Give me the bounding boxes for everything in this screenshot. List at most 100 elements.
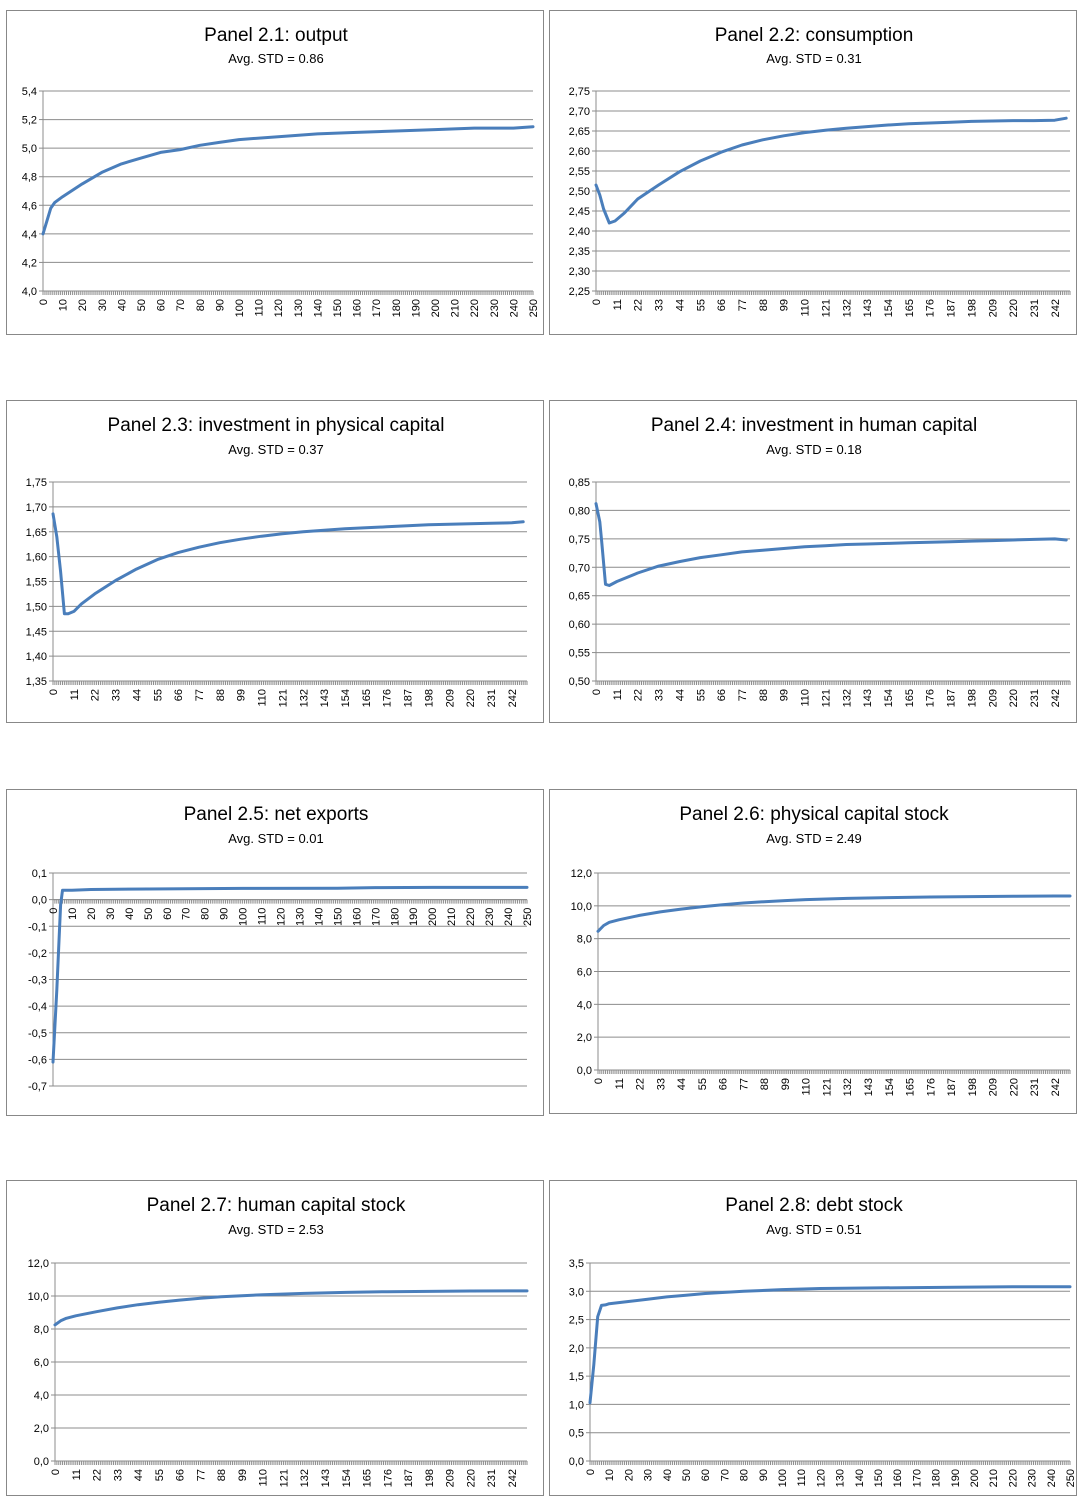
y-tick-label: 5,4 bbox=[22, 86, 37, 98]
x-tick-label: 88 bbox=[759, 1078, 771, 1090]
x-tick-label: 187 bbox=[946, 689, 958, 707]
y-tick-label: 1,50 bbox=[26, 601, 47, 613]
y-tick-label: 2,0 bbox=[577, 1032, 592, 1044]
y-tick-label: 0,0 bbox=[569, 1456, 584, 1468]
y-tick-label: 0,65 bbox=[569, 591, 590, 603]
x-tick-label: 130 bbox=[293, 299, 305, 317]
y-tick-label: 10,0 bbox=[571, 901, 592, 913]
y-tick-label: 1,40 bbox=[26, 651, 47, 663]
x-tick-label: 66 bbox=[175, 1469, 187, 1481]
chart-panel-2-1: Panel 2.1: output Avg. STD = 0.86 4,0 4,2 4,… bbox=[6, 10, 544, 335]
y-tick-label: 5,2 bbox=[22, 115, 37, 127]
x-tick-label: 250 bbox=[528, 299, 540, 317]
chart-subtitle: Avg. STD = 2.53 bbox=[228, 1222, 324, 1237]
y-tick-label: 0,55 bbox=[569, 648, 590, 660]
x-tick-label: 187 bbox=[946, 1078, 958, 1096]
x-tick-label: 170 bbox=[370, 908, 382, 926]
x-tick-label: 160 bbox=[351, 908, 363, 926]
chart-panel-2-5: Panel 2.5: net exports Avg. STD = 0.01 -0,… bbox=[6, 789, 544, 1116]
x-tick-label: 22 bbox=[633, 689, 645, 701]
x-tick-label: 170 bbox=[371, 299, 383, 317]
x-tick-label: 231 bbox=[1029, 299, 1041, 317]
x-tick-label: 70 bbox=[181, 908, 193, 920]
x-tick-label: 209 bbox=[444, 689, 456, 707]
x-tick-label: 110 bbox=[258, 1469, 270, 1487]
series-line bbox=[51, 512, 525, 616]
x-tick-label: 220 bbox=[1008, 1078, 1020, 1096]
y-tick-label: 2,55 bbox=[569, 166, 590, 178]
y-tick-label: 1,65 bbox=[26, 527, 47, 539]
chart-svg: Panel 2.3: investment in physical capita… bbox=[26, 415, 528, 707]
x-tick-label: 121 bbox=[820, 689, 832, 707]
x-tick-label: 77 bbox=[737, 299, 749, 311]
x-tick-label: 220 bbox=[469, 299, 481, 317]
y-tick-label: 2,75 bbox=[569, 86, 590, 98]
x-tick-label: 143 bbox=[862, 689, 874, 707]
y-tick-label: -0,5 bbox=[28, 1028, 47, 1040]
x-tick-label: 44 bbox=[674, 299, 686, 311]
x-tick-label: 140 bbox=[313, 908, 325, 926]
x-tick-label: 242 bbox=[507, 1469, 519, 1487]
x-tick-label: 242 bbox=[1050, 689, 1062, 707]
y-tick-label: 2,70 bbox=[569, 106, 590, 118]
y-tick-label: 0,70 bbox=[569, 562, 590, 574]
x-tick-label: 90 bbox=[219, 908, 231, 920]
x-tick-label: 88 bbox=[216, 1469, 228, 1481]
x-tick-label: 55 bbox=[695, 689, 707, 701]
x-tick-label: 132 bbox=[299, 1469, 311, 1487]
x-tick-label: 165 bbox=[362, 1469, 374, 1487]
x-tick-label: 0 bbox=[593, 1078, 605, 1084]
x-tick-label: 121 bbox=[820, 299, 832, 317]
x-tick-label: 0 bbox=[591, 299, 603, 305]
series-line bbox=[41, 125, 535, 236]
chart-panel-2-4: Panel 2.4: investment in human capital Av… bbox=[549, 400, 1077, 723]
x-tick-label: 198 bbox=[967, 1078, 979, 1096]
x-tick-label: 100 bbox=[777, 1469, 789, 1487]
x-tick-label: 99 bbox=[237, 1469, 249, 1481]
x-tick-label: 20 bbox=[623, 1469, 635, 1481]
x-tick-label: 33 bbox=[112, 1469, 124, 1481]
y-tick-label: 2,35 bbox=[569, 246, 590, 258]
x-tick-label: 33 bbox=[111, 689, 123, 701]
x-tick-label: 55 bbox=[152, 689, 164, 701]
x-tick-label: 180 bbox=[391, 299, 403, 317]
x-tick-label: 176 bbox=[925, 1078, 937, 1096]
x-tick-label: 30 bbox=[643, 1469, 655, 1481]
x-tick-label: 220 bbox=[465, 689, 477, 707]
x-tick-label: 66 bbox=[173, 689, 185, 701]
x-tick-label: 121 bbox=[278, 1469, 290, 1487]
x-tick-label: 132 bbox=[298, 689, 310, 707]
x-tick-label: 11 bbox=[612, 299, 624, 310]
x-tick-label: 198 bbox=[966, 689, 978, 707]
y-tick-label: 4,0 bbox=[577, 999, 592, 1011]
x-tick-label: 0 bbox=[48, 908, 60, 914]
y-tick-label: 0,0 bbox=[34, 1456, 49, 1468]
x-tick-label: 187 bbox=[403, 689, 415, 707]
x-tick-label: 209 bbox=[988, 1078, 1000, 1096]
series-line bbox=[596, 894, 1072, 933]
x-tick-label: 20 bbox=[77, 299, 89, 311]
x-tick-label: 231 bbox=[486, 689, 498, 707]
x-tick-label: 154 bbox=[883, 689, 895, 707]
x-tick-label: 140 bbox=[312, 299, 324, 317]
x-tick-label: 242 bbox=[1050, 299, 1062, 317]
x-tick-label: 90 bbox=[758, 1469, 770, 1481]
x-tick-label: 50 bbox=[136, 299, 148, 311]
y-tick-label: -0,7 bbox=[28, 1081, 47, 1093]
y-tick-label: 4,0 bbox=[34, 1390, 49, 1402]
chart-subtitle: Avg. STD = 0.01 bbox=[228, 831, 324, 846]
chart-title: Panel 2.4: investment in human capital bbox=[651, 415, 977, 436]
y-tick-label: 2,40 bbox=[569, 226, 590, 238]
y-tick-label: 1,55 bbox=[26, 577, 47, 589]
x-tick-label: 66 bbox=[716, 689, 728, 701]
x-tick-label: 210 bbox=[988, 1469, 1000, 1487]
x-tick-label: 22 bbox=[90, 689, 102, 701]
chart-svg: Panel 2.6: physical capital stock Avg. ST… bbox=[571, 804, 1072, 1096]
x-tick-label: 210 bbox=[450, 299, 462, 317]
x-tick-label: 190 bbox=[408, 908, 420, 926]
x-tick-label: 154 bbox=[884, 1078, 896, 1096]
x-tick-label: 55 bbox=[695, 299, 707, 311]
x-tick-label: 77 bbox=[194, 689, 206, 701]
x-tick-label: 130 bbox=[835, 1469, 847, 1487]
x-tick-label: 44 bbox=[676, 1078, 688, 1090]
